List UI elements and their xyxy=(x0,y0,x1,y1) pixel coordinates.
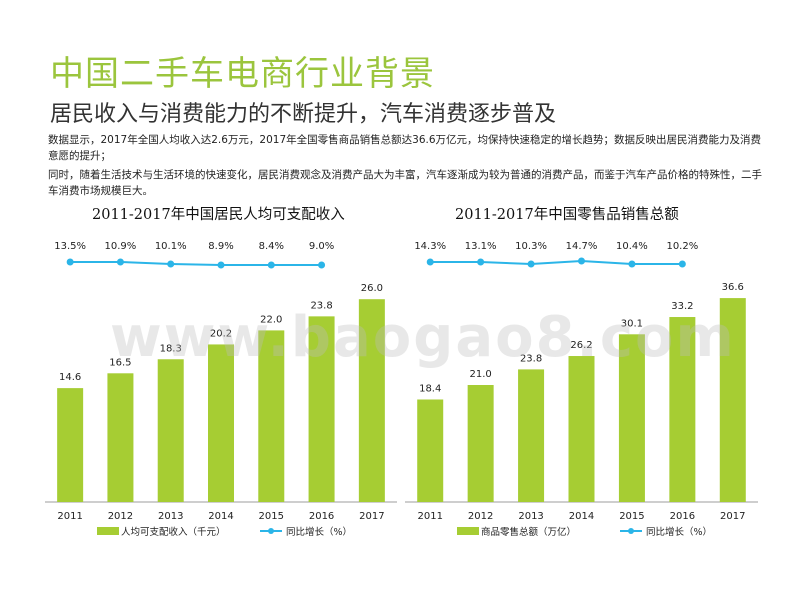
legend-label-bar-income: 人均可支配收入（千元） xyxy=(121,526,226,538)
bar-label-income-2011: 14.6 xyxy=(59,372,81,383)
bar-label-income-2015: 22.0 xyxy=(260,314,282,325)
x-tick-income-2014: 2014 xyxy=(208,511,233,522)
growth-point-retail-4 xyxy=(628,260,636,268)
bar-label-retail-2013: 23.8 xyxy=(520,353,542,364)
legend-marker-line-retail xyxy=(628,528,634,534)
growth-line-income xyxy=(70,261,322,266)
legend-swatch-bar-retail xyxy=(457,527,479,535)
x-tick-retail-2013: 2013 xyxy=(518,511,543,522)
growth-label-retail-5: 10.2% xyxy=(666,241,698,252)
bar-label-retail-2011: 18.4 xyxy=(419,383,441,394)
bar-retail-2015 xyxy=(618,334,645,502)
growth-label-income-3: 8.9% xyxy=(208,241,233,252)
bar-label-retail-2014: 26.2 xyxy=(570,340,592,351)
growth-line-retail xyxy=(430,259,683,266)
growth-label-retail-2: 10.3% xyxy=(515,241,547,252)
paragraph-stats: 数据显示，2017年全国人均收入达2.6万元，2017年全国零售商品销售总额达3… xyxy=(48,134,762,162)
growth-point-income-1 xyxy=(116,258,124,266)
x-tick-retail-2016: 2016 xyxy=(670,511,695,522)
bar-label-income-2017: 26.0 xyxy=(361,283,383,294)
x-tick-income-2015: 2015 xyxy=(259,511,284,522)
bar-income-2017 xyxy=(358,299,385,502)
x-tick-retail-2012: 2012 xyxy=(468,511,493,522)
x-tick-retail-2011: 2011 xyxy=(417,511,442,522)
x-tick-income-2017: 2017 xyxy=(359,511,384,522)
legend-label-bar-retail: 商品零售总额（万亿） xyxy=(481,526,576,538)
bar-income-2014 xyxy=(208,344,234,502)
chart-title-retail: 2011-2017年中国零售品销售总额 xyxy=(455,207,679,223)
growth-point-income-5 xyxy=(318,261,326,269)
bar-retail-2016 xyxy=(669,317,696,502)
bar-income-2012 xyxy=(107,373,134,502)
bar-label-income-2013: 18.3 xyxy=(160,343,182,354)
bar-income-2013 xyxy=(157,359,184,502)
legend-label-line-income: 同比增长（%） xyxy=(286,526,352,538)
growth-point-income-4 xyxy=(267,261,275,269)
x-tick-retail-2017: 2017 xyxy=(720,511,745,522)
growth-point-retail-2 xyxy=(527,260,535,268)
page-subtitle: 居民收入与消费能力的不断提升，汽车消费逐步普及 xyxy=(50,102,557,127)
growth-point-retail-3 xyxy=(578,257,585,265)
growth-point-income-2 xyxy=(167,260,175,268)
growth-point-income-0 xyxy=(66,258,74,266)
x-tick-income-2013: 2013 xyxy=(158,511,183,522)
bar-income-2016 xyxy=(308,316,335,502)
growth-point-income-3 xyxy=(217,261,225,269)
x-tick-retail-2014: 2014 xyxy=(569,511,594,522)
growth-label-income-1: 10.9% xyxy=(105,241,137,252)
bar-label-income-2014: 20.2 xyxy=(210,328,232,339)
bar-label-retail-2016: 33.2 xyxy=(671,301,693,312)
growth-label-income-5: 9.0% xyxy=(309,241,334,252)
growth-label-retail-4: 10.4% xyxy=(616,241,648,252)
growth-point-retail-5 xyxy=(678,260,686,268)
page-title: 中国二手车电商行业背景 xyxy=(50,54,435,94)
bar-label-income-2012: 16.5 xyxy=(109,357,131,368)
bar-retail-2017 xyxy=(719,298,746,502)
x-tick-retail-2015: 2015 xyxy=(619,511,644,522)
paragraph-trend: 同时，随着生活技术与生活环境的快速变化，居民消费观念及消费产品大为丰富，汽车逐渐… xyxy=(48,169,762,197)
legend-swatch-bar-income xyxy=(97,527,119,535)
growth-label-retail-1: 13.1% xyxy=(465,241,497,252)
bar-label-income-2016: 23.8 xyxy=(310,300,332,311)
growth-label-retail-3: 14.7% xyxy=(566,241,598,252)
x-tick-income-2011: 2011 xyxy=(57,511,82,522)
x-tick-income-2012: 2012 xyxy=(108,511,133,522)
bar-label-retail-2015: 30.1 xyxy=(621,318,643,329)
bar-income-2011 xyxy=(57,388,84,502)
growth-label-income-4: 8.4% xyxy=(259,241,284,252)
bar-retail-2013 xyxy=(518,369,545,502)
growth-label-income-0: 13.5% xyxy=(54,241,86,252)
legend-marker-line-income xyxy=(268,528,274,534)
bar-label-retail-2017: 36.6 xyxy=(722,282,744,293)
growth-point-retail-0 xyxy=(426,258,434,266)
bar-retail-2014 xyxy=(568,356,595,502)
growth-label-income-2: 10.1% xyxy=(155,241,187,252)
legend-label-line-retail: 同比增长（%） xyxy=(646,526,712,538)
bar-retail-2011 xyxy=(417,399,444,502)
growth-label-retail-0: 14.3% xyxy=(414,241,446,252)
bar-retail-2012 xyxy=(467,385,494,502)
chart-title-income: 2011-2017年中国居民人均可支配收入 xyxy=(92,207,345,223)
x-tick-income-2016: 2016 xyxy=(309,511,334,522)
bar-label-retail-2012: 21.0 xyxy=(470,369,492,380)
growth-point-retail-1 xyxy=(477,258,485,266)
bar-income-2015 xyxy=(258,330,285,502)
